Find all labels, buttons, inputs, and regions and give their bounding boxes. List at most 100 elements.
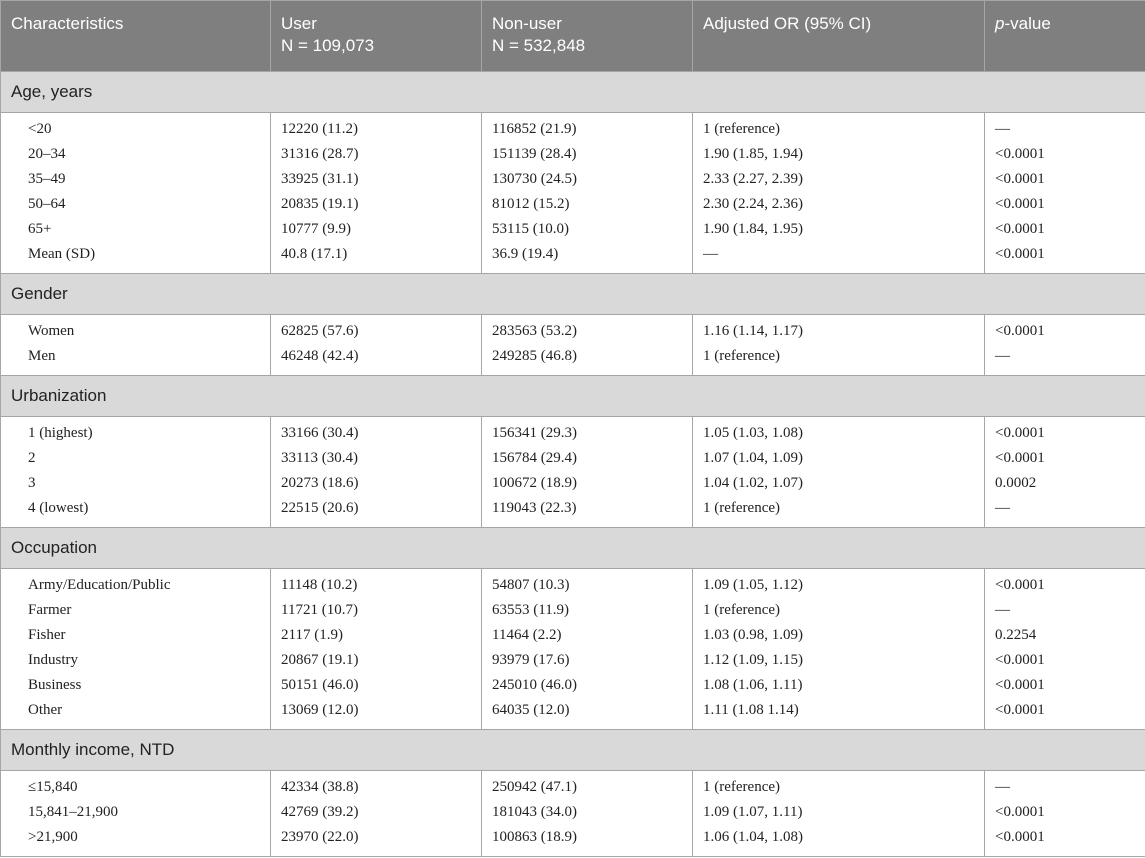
table-row: 35–49 33925 (31.1) 130730 (24.5) 2.33 (2.27… — [0, 167, 1145, 192]
cell-user: 20273 (18.6) — [270, 471, 482, 496]
cell-adjusted-or: 1.09 (1.07, 1.11) — [692, 800, 985, 825]
cell-user: 42334 (38.8) — [270, 770, 482, 800]
cell-adjusted-or: 1.90 (1.85, 1.94) — [692, 142, 985, 167]
cell-adjusted-or: 1 (reference) — [692, 496, 985, 528]
cell-p-value: <0.0001 — [984, 242, 1145, 274]
section-body: ≤15,840 42334 (38.8) 250942 (47.1) 1 (refer… — [0, 770, 1145, 857]
table-row: Business 50151 (46.0) 245010 (46.0) 1.08 (1… — [0, 673, 1145, 698]
section-body: 1 (highest) 33166 (30.4) 156341 (29.3) 1.05… — [0, 416, 1145, 528]
cell-adjusted-or: 1.05 (1.03, 1.08) — [692, 416, 985, 446]
cell-user: 20867 (19.1) — [270, 648, 482, 673]
cell-nonuser: 245010 (46.0) — [481, 673, 693, 698]
cell-characteristic: Business — [0, 673, 271, 698]
header-user-label: User — [281, 14, 317, 33]
cell-user: 42769 (39.2) — [270, 800, 482, 825]
table-row: >21,900 23970 (22.0) 100863 (18.9) 1.06 (1.… — [0, 825, 1145, 857]
cell-user: 33925 (31.1) — [270, 167, 482, 192]
cell-adjusted-or: 1.03 (0.98, 1.09) — [692, 623, 985, 648]
cell-characteristic: Men — [0, 344, 271, 376]
header-row: Characteristics User N = 109,073 Non-use… — [0, 0, 1145, 72]
cell-nonuser: 54807 (10.3) — [481, 568, 693, 598]
cell-nonuser: 250942 (47.1) — [481, 770, 693, 800]
cell-characteristic: ≤15,840 — [0, 770, 271, 800]
cell-user: 22515 (20.6) — [270, 496, 482, 528]
cell-p-value: <0.0001 — [984, 825, 1145, 857]
cell-nonuser: 181043 (34.0) — [481, 800, 693, 825]
cell-user: 62825 (57.6) — [270, 314, 482, 344]
cell-characteristic: Army/Education/Public — [0, 568, 271, 598]
cell-p-value: <0.0001 — [984, 142, 1145, 167]
cell-p-value: — — [984, 344, 1145, 376]
cell-characteristic: <20 — [0, 112, 271, 142]
header-characteristics: Characteristics — [0, 0, 271, 72]
header-nonuser: Non-user N = 532,848 — [481, 0, 693, 72]
cell-nonuser: 63553 (11.9) — [481, 598, 693, 623]
cell-p-value: — — [984, 112, 1145, 142]
cell-p-value: <0.0001 — [984, 800, 1145, 825]
cell-nonuser: 100863 (18.9) — [481, 825, 693, 857]
section-header-row: Monthly income, NTD — [0, 729, 1145, 771]
cell-characteristic: Other — [0, 698, 271, 730]
cell-characteristic: 1 (highest) — [0, 416, 271, 446]
cell-user: 33166 (30.4) — [270, 416, 482, 446]
table-row: 50–64 20835 (19.1) 81012 (15.2) 2.30 (2.24,… — [0, 192, 1145, 217]
table-row: Army/Education/Public 11148 (10.2) 54807 (… — [0, 568, 1145, 598]
cell-p-value: — — [984, 598, 1145, 623]
section-header-group: Monthly income, NTD — [0, 729, 1145, 771]
cell-user: 50151 (46.0) — [270, 673, 482, 698]
cell-user: 11721 (10.7) — [270, 598, 482, 623]
table-row: Men 46248 (42.4) 249285 (46.8) 1 (reference… — [0, 344, 1145, 376]
header-user-n: N = 109,073 — [281, 36, 375, 55]
section-body: Women 62825 (57.6) 283563 (53.2) 1.16 (1.14… — [0, 314, 1145, 376]
cell-adjusted-or: 1 (reference) — [692, 770, 985, 800]
cell-nonuser: 100672 (18.9) — [481, 471, 693, 496]
cell-characteristic: 50–64 — [0, 192, 271, 217]
section-header-row: Urbanization — [0, 375, 1145, 417]
cell-user: 46248 (42.4) — [270, 344, 482, 376]
section-title: Gender — [0, 273, 1145, 315]
section-body: Army/Education/Public 11148 (10.2) 54807 (… — [0, 568, 1145, 730]
cell-adjusted-or: 1.07 (1.04, 1.09) — [692, 446, 985, 471]
cell-characteristic: Mean (SD) — [0, 242, 271, 274]
section-header-group: Occupation — [0, 527, 1145, 569]
cell-user: 13069 (12.0) — [270, 698, 482, 730]
cell-p-value: <0.0001 — [984, 217, 1145, 242]
section-title: Age, years — [0, 71, 1145, 113]
table-row: 1 (highest) 33166 (30.4) 156341 (29.3) 1.05… — [0, 416, 1145, 446]
cell-adjusted-or: — — [692, 242, 985, 274]
cell-p-value: <0.0001 — [984, 314, 1145, 344]
cell-adjusted-or: 1.09 (1.05, 1.12) — [692, 568, 985, 598]
table-row: 4 (lowest) 22515 (20.6) 119043 (22.3) 1 (re… — [0, 496, 1145, 528]
cell-user: 10777 (9.9) — [270, 217, 482, 242]
table-row: Women 62825 (57.6) 283563 (53.2) 1.16 (1.14… — [0, 314, 1145, 344]
cell-adjusted-or: 1.12 (1.09, 1.15) — [692, 648, 985, 673]
cell-adjusted-or: 1.04 (1.02, 1.07) — [692, 471, 985, 496]
cell-characteristic: Women — [0, 314, 271, 344]
cell-nonuser: 156341 (29.3) — [481, 416, 693, 446]
cell-p-value: 0.0002 — [984, 471, 1145, 496]
cell-adjusted-or: 2.30 (2.24, 2.36) — [692, 192, 985, 217]
header-p-value: p-value — [984, 0, 1145, 72]
cell-p-value: <0.0001 — [984, 648, 1145, 673]
section-header-group: Urbanization — [0, 375, 1145, 417]
cell-adjusted-or: 1.16 (1.14, 1.17) — [692, 314, 985, 344]
table-row: Industry 20867 (19.1) 93979 (17.6) 1.12 (1.… — [0, 648, 1145, 673]
cell-user: 40.8 (17.1) — [270, 242, 482, 274]
cell-nonuser: 64035 (12.0) — [481, 698, 693, 730]
cell-adjusted-or: 1.11 (1.08 1.14) — [692, 698, 985, 730]
table-row: Fisher 2117 (1.9) 11464 (2.2) 1.03 (0.98, 1… — [0, 623, 1145, 648]
table-row: 3 20273 (18.6) 100672 (18.9) 1.04 (1.02, 1.… — [0, 471, 1145, 496]
table-row: <20 12220 (11.2) 116852 (21.9) 1 (reference… — [0, 112, 1145, 142]
cell-adjusted-or: 1.06 (1.04, 1.08) — [692, 825, 985, 857]
table-row: 65+ 10777 (9.9) 53115 (10.0) 1.90 (1.84, 1.… — [0, 217, 1145, 242]
cell-p-value: 0.2254 — [984, 623, 1145, 648]
cell-characteristic: 3 — [0, 471, 271, 496]
cell-nonuser: 249285 (46.8) — [481, 344, 693, 376]
header-nonuser-label: Non-user — [492, 14, 562, 33]
header-p-rest: -value — [1004, 14, 1051, 33]
cell-user: 2117 (1.9) — [270, 623, 482, 648]
section-header-row: Gender — [0, 273, 1145, 315]
cell-characteristic: 65+ — [0, 217, 271, 242]
section-header-group: Age, years — [0, 71, 1145, 113]
